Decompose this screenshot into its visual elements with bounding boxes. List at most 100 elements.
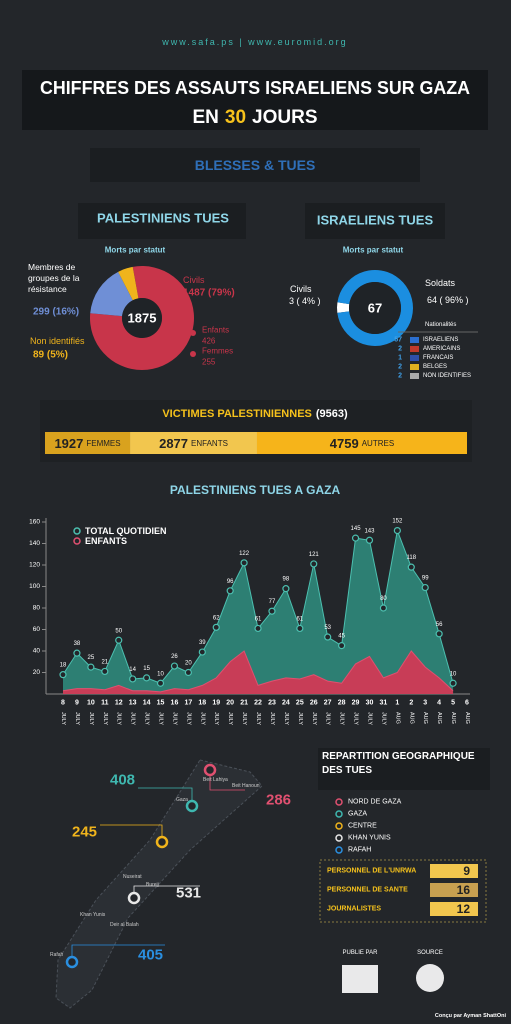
x-month-label: JULY bbox=[325, 712, 331, 725]
x-tick-label: 3 bbox=[423, 700, 427, 707]
data-point bbox=[212, 623, 220, 631]
x-tick-label: 10 bbox=[87, 700, 95, 707]
segment-label: 1927 FEMMES bbox=[54, 436, 120, 451]
x-tick-label: 1 bbox=[395, 700, 399, 707]
data-label: 53 bbox=[324, 625, 331, 631]
x-tick-label: 9 bbox=[75, 700, 79, 707]
data-label: 152 bbox=[392, 519, 403, 525]
region-value: 286 bbox=[266, 792, 291, 809]
data-label: 14 bbox=[129, 667, 136, 673]
data-label: 20 bbox=[185, 661, 192, 667]
section-box bbox=[305, 203, 445, 239]
title-part: 30 bbox=[225, 107, 246, 128]
data-point bbox=[338, 642, 346, 650]
x-month-label: AUG bbox=[422, 712, 428, 724]
segment-name: AUTRES bbox=[362, 439, 394, 448]
flag bbox=[410, 364, 419, 370]
x-tick-label: 31 bbox=[380, 700, 388, 707]
data-point bbox=[296, 624, 304, 633]
x-month-label: JULY bbox=[158, 712, 164, 725]
legend-label-box: Membres de groupes de la résistance bbox=[28, 262, 80, 294]
segment-name: ENFANTS bbox=[191, 439, 228, 448]
place-label: Khan Yunis bbox=[80, 912, 106, 918]
total-value: 1875 bbox=[128, 311, 157, 326]
place-label: Beit Hanoun bbox=[232, 783, 260, 789]
safa-logo bbox=[342, 965, 378, 993]
staff-value: 16 bbox=[457, 883, 471, 897]
x-tick-label: 6 bbox=[465, 700, 469, 707]
gaza-map bbox=[55, 759, 263, 1009]
bar-segment bbox=[45, 432, 131, 454]
breakdown-label: Femmes bbox=[202, 347, 233, 356]
section-subtitle: Morts par statut bbox=[343, 246, 404, 255]
x-month-label: AUG bbox=[464, 712, 470, 724]
segment-name: FEMMES bbox=[86, 439, 120, 448]
legend-label: CENTRE bbox=[348, 823, 377, 830]
nationality-count: 1 bbox=[398, 355, 402, 362]
person-icon bbox=[190, 330, 196, 336]
x-tick-label: 20 bbox=[226, 700, 234, 707]
segment-label: 4759 AUTRES bbox=[330, 436, 394, 451]
data-label: 145 bbox=[351, 526, 362, 532]
region-value: 245 bbox=[72, 824, 97, 841]
website-links: www.safa.ps | www.euromid.org bbox=[161, 37, 347, 47]
place-label: Nuseirat bbox=[123, 874, 142, 880]
value-box bbox=[430, 902, 478, 916]
data-label: 61 bbox=[255, 616, 262, 622]
x-tick-label: 23 bbox=[268, 700, 276, 707]
data-label: 21 bbox=[101, 659, 108, 665]
place-label: Deir al Balah bbox=[110, 922, 139, 928]
x-tick-label: 5 bbox=[451, 700, 455, 707]
chart-title: PALESTINIENS TUES A GAZA bbox=[170, 483, 341, 497]
y-tick-label: 100 bbox=[29, 583, 40, 590]
legend-value: 3 ( 4% ) bbox=[289, 296, 321, 306]
data-point bbox=[421, 583, 429, 592]
data-point bbox=[129, 675, 137, 683]
data-point bbox=[59, 671, 67, 679]
x-tick-label: 4 bbox=[437, 700, 441, 707]
region-marker bbox=[155, 835, 169, 849]
data-label: 96 bbox=[227, 579, 234, 585]
breakdown-label: Enfants bbox=[202, 326, 229, 335]
y-tick-label: 80 bbox=[33, 605, 41, 612]
nationalities-title: Nationalités bbox=[425, 322, 456, 328]
data-point bbox=[115, 636, 123, 644]
data-label: 26 bbox=[171, 654, 178, 660]
x-tick-label: 12 bbox=[115, 700, 123, 707]
section-title-box: REPARTITION GEOGRAPHIQUE DES TUES bbox=[322, 751, 475, 776]
data-point bbox=[87, 663, 95, 671]
x-month-label: JULY bbox=[241, 712, 247, 725]
x-month-label: JULY bbox=[353, 712, 359, 725]
nationality-count: 2 bbox=[398, 346, 402, 353]
region-value: 531 bbox=[176, 885, 201, 902]
staff-value: 12 bbox=[457, 902, 471, 916]
legend-label: GAZA bbox=[348, 811, 367, 818]
legend-label: RAFAH bbox=[348, 847, 371, 854]
title-part: JOURS bbox=[252, 107, 317, 128]
subtitle: BLESSES & TUES bbox=[195, 157, 316, 173]
staff-label: PERSONNEL DE L'UNRWA bbox=[327, 868, 416, 875]
nationality-count: 2 bbox=[398, 364, 402, 371]
x-month-label: JULY bbox=[311, 712, 317, 725]
x-month-label: JULY bbox=[269, 712, 275, 725]
legend-label: KHAN YUNIS bbox=[348, 835, 391, 842]
footer-label: SOURCE bbox=[417, 950, 443, 956]
value-box bbox=[430, 883, 478, 897]
data-label: 38 bbox=[74, 641, 81, 647]
y-tick-label: 60 bbox=[33, 626, 41, 633]
x-month-label: JULY bbox=[283, 712, 289, 725]
flag bbox=[410, 373, 419, 379]
nationality-count: 57 bbox=[394, 337, 402, 344]
region-marker bbox=[65, 955, 79, 969]
legend-label: Soldats bbox=[425, 278, 456, 288]
segment-value: 2877 bbox=[159, 436, 188, 451]
place-label: Beit Lahiya bbox=[203, 777, 228, 783]
y-tick-label: 120 bbox=[29, 562, 40, 569]
data-point bbox=[282, 585, 290, 593]
region-value: 408 bbox=[110, 772, 135, 789]
data-label: 77 bbox=[269, 599, 276, 605]
data-point bbox=[365, 536, 374, 544]
data-point bbox=[324, 633, 332, 641]
region-marker bbox=[203, 763, 217, 777]
